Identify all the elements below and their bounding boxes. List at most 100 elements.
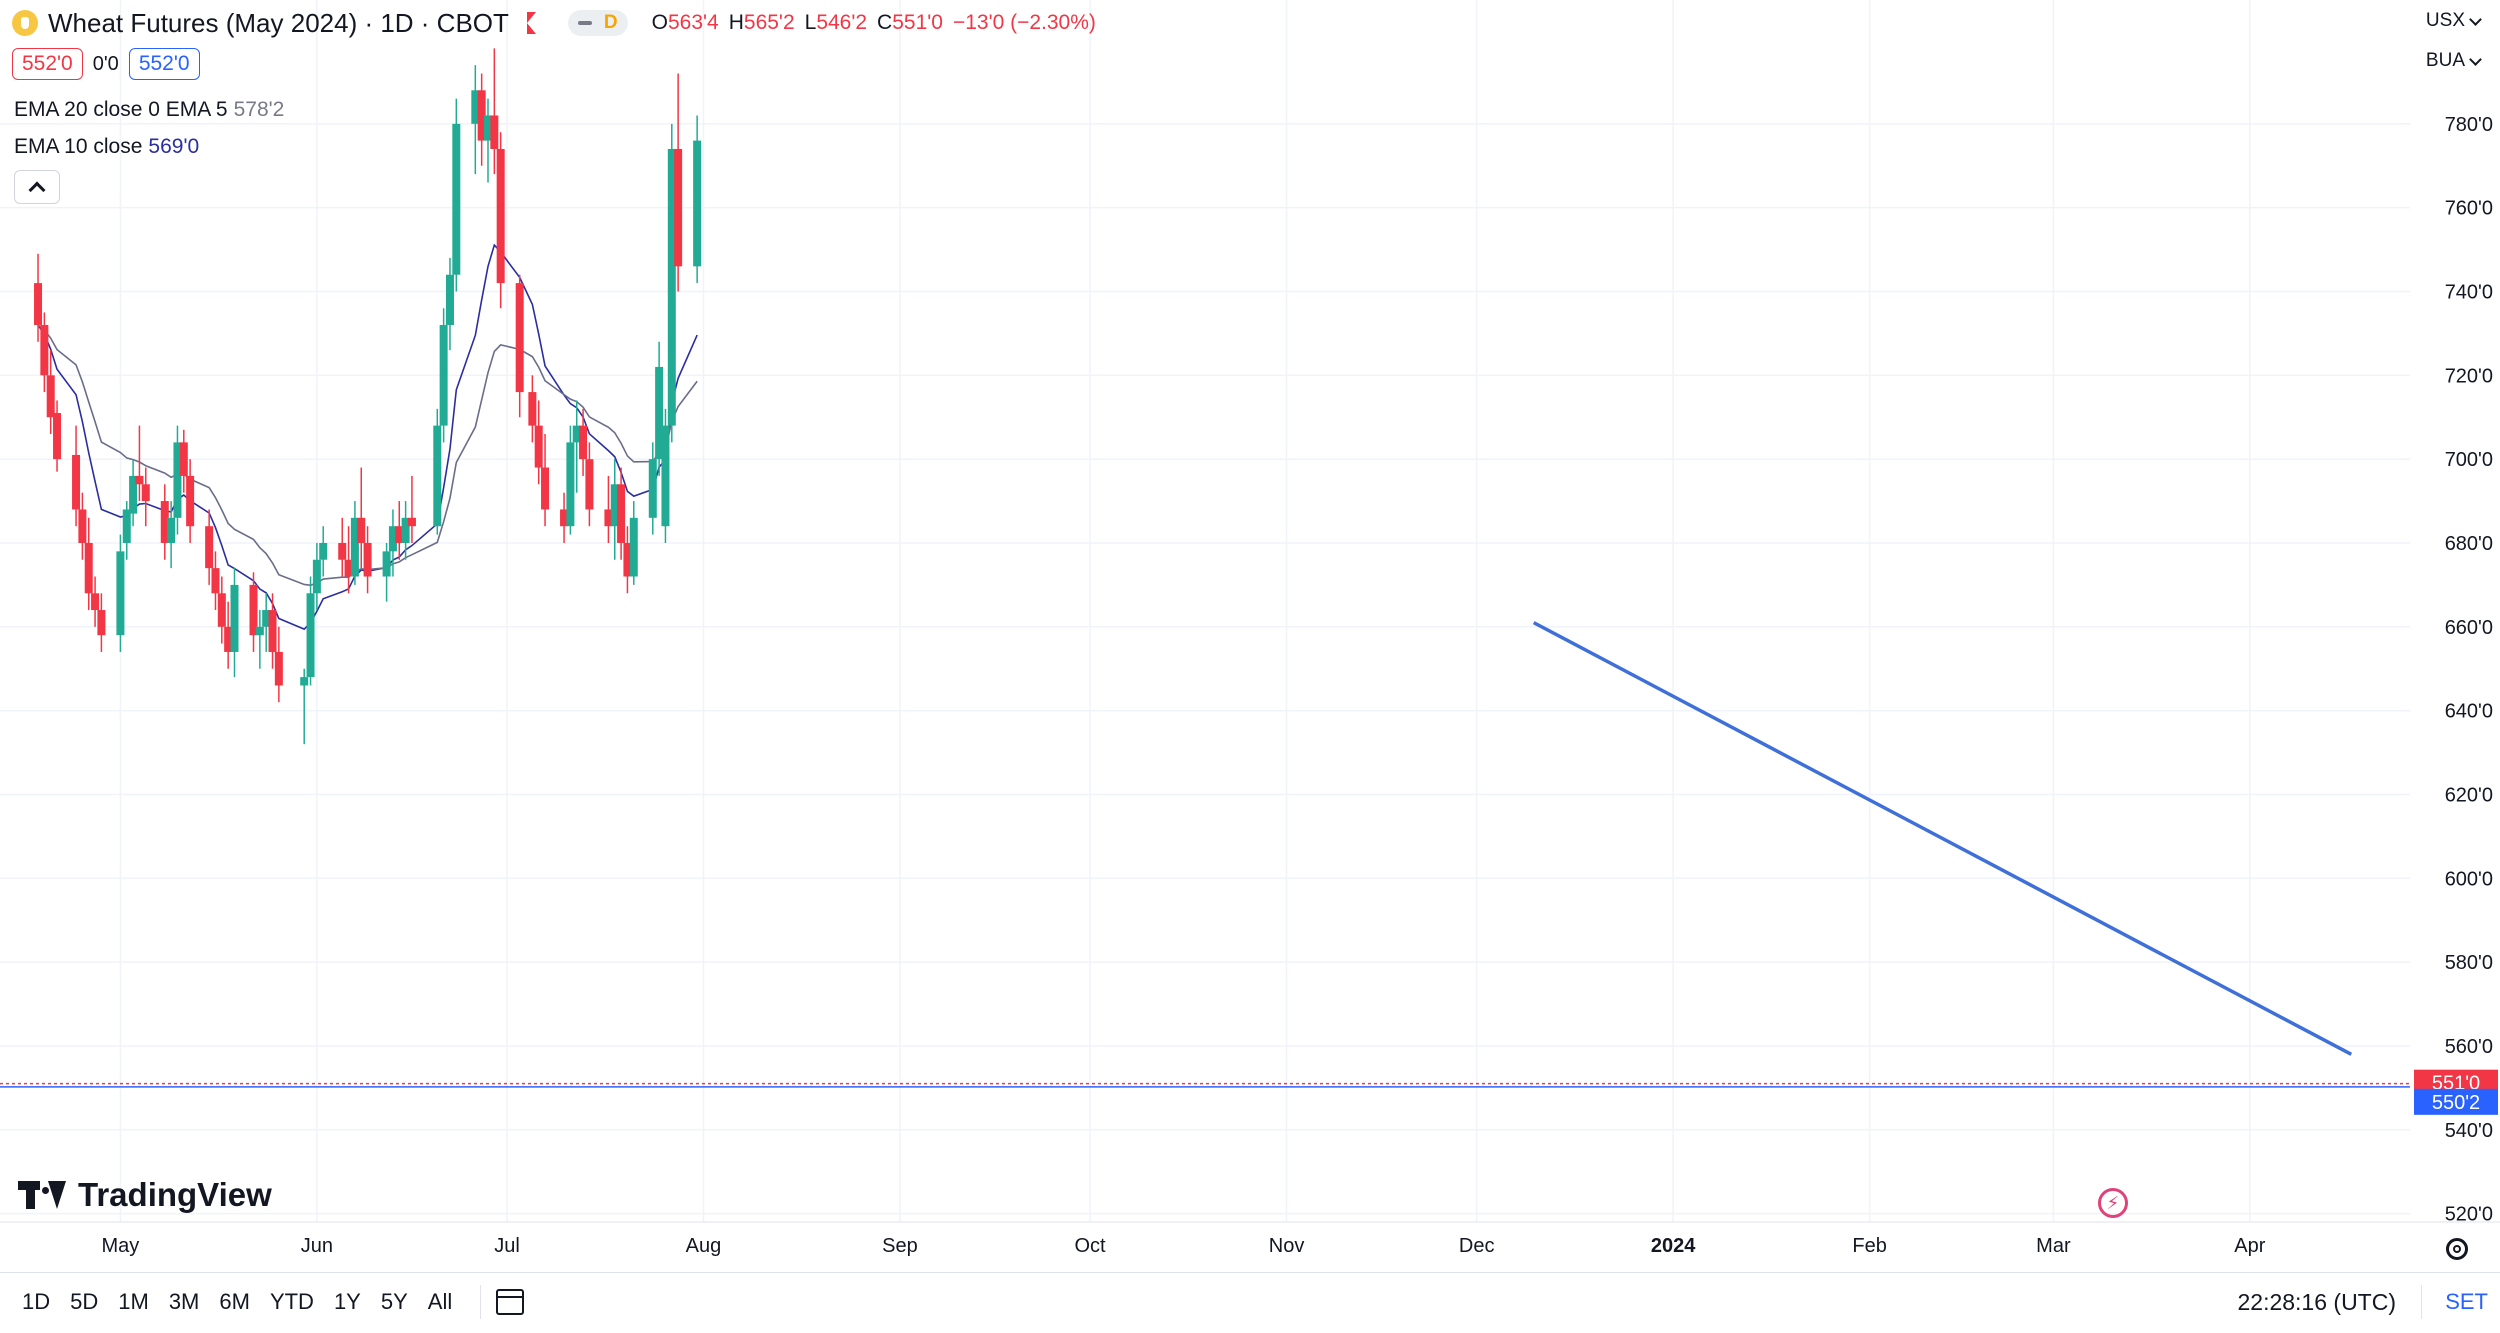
y-tick-label: 720'0: [2445, 365, 2493, 387]
candles: [34, 48, 702, 745]
candle-body: [217, 593, 226, 627]
set-button[interactable]: SET: [2445, 1289, 2488, 1314]
candle-body: [262, 610, 271, 627]
divider: [480, 1285, 481, 1319]
y-tick-label: 560'0: [2445, 1036, 2493, 1058]
x-tick-label: Apr: [2234, 1235, 2265, 1257]
range-1m[interactable]: 1M: [118, 1289, 149, 1314]
interval-pill[interactable]: D: [567, 10, 628, 36]
candle-body: [97, 610, 106, 636]
high-label: H: [728, 11, 744, 34]
currency-select[interactable]: USX: [2425, 10, 2482, 32]
change-value: −13'0 (−2.30%): [952, 11, 1096, 34]
candle-body: [579, 425, 588, 460]
range-5y[interactable]: 5Y: [380, 1289, 408, 1314]
candle-body: [186, 475, 195, 527]
chevron-down-icon: [2469, 12, 2482, 26]
range-ytd[interactable]: YTD: [269, 1289, 314, 1314]
x-tick-label: May: [102, 1235, 140, 1257]
tradingview-logo-icon: [18, 1181, 68, 1209]
price-level-badge: [2414, 1088, 2498, 1115]
close-value: 551'0: [892, 11, 943, 34]
grid: [0, 0, 2410, 1222]
flag-icon[interactable]: [526, 12, 536, 34]
symbol-title[interactable]: Wheat Futures (May 2024) · 1D · CBOT: [48, 7, 509, 38]
range-3m[interactable]: 3M: [168, 1289, 200, 1314]
candle-body: [167, 517, 176, 543]
calendar-icon[interactable]: [496, 1289, 524, 1315]
candle-body: [490, 115, 499, 149]
candle-body: [610, 484, 619, 527]
candle-body: [84, 542, 93, 594]
price-level-label: 550'2: [2432, 1092, 2480, 1114]
candle-body: [205, 526, 214, 569]
candle-body: [129, 475, 138, 514]
candle-body: [122, 509, 131, 543]
y-tick-label: 520'0: [2445, 1204, 2493, 1226]
candle-body: [40, 325, 49, 376]
y-tick-label: 700'0: [2445, 449, 2493, 471]
lightning-icon[interactable]: ⚡: [2098, 1188, 2128, 1218]
sell-button[interactable]: 552'0: [12, 48, 83, 80]
trendlines: [1532, 621, 2353, 1056]
candle-body: [496, 148, 505, 284]
candle-body: [484, 115, 492, 141]
candle-body: [312, 559, 321, 594]
candle-body: [255, 626, 264, 636]
candle-body: [173, 442, 182, 518]
low-label: L: [804, 11, 817, 34]
gear-icon[interactable]: [2446, 1238, 2468, 1260]
x-tick-label: Jun: [301, 1235, 333, 1257]
trendline: [1532, 621, 2353, 1056]
open-label: O: [651, 11, 668, 34]
candle-body: [116, 551, 125, 636]
candle-body: [72, 454, 81, 510]
y-tick-label: 740'0: [2445, 281, 2493, 303]
candle-body: [91, 593, 100, 611]
candle-body: [230, 584, 239, 652]
divider: [2421, 1285, 2422, 1319]
range-5d[interactable]: 5D: [70, 1289, 99, 1314]
indicator-value: 578'2: [233, 98, 285, 121]
candle-body: [674, 148, 683, 267]
candle-body: [534, 425, 543, 468]
candle-body: [433, 425, 442, 527]
candle-body: [693, 140, 702, 267]
tradingview-logo[interactable]: TradingView: [18, 1176, 272, 1214]
spread-value: 0'0: [92, 52, 119, 75]
close-label: C: [877, 11, 893, 34]
x-tick-label: Nov: [1269, 1235, 1305, 1257]
indicator-ema10[interactable]: EMA 10 close 569'0: [14, 135, 199, 159]
range-6m[interactable]: 6M: [219, 1289, 250, 1314]
ohlc-readout: O563'4 H565'2 L546'2 C551'0 −13'0 (−2.30…: [652, 11, 1096, 35]
indicator-ema20[interactable]: EMA 20 close 0 EMA 5 578'2: [14, 98, 284, 122]
chevron-up-icon: [28, 181, 46, 199]
y-tick-label: 540'0: [2445, 1120, 2493, 1142]
buy-button[interactable]: 552'0: [128, 48, 200, 80]
x-tick-label: Feb: [1852, 1235, 1886, 1257]
trade-buttons: 552'0 0'0 552'0: [12, 48, 200, 80]
range-1y[interactable]: 1Y: [333, 1289, 361, 1314]
range-all[interactable]: All: [427, 1289, 453, 1314]
unit-select[interactable]: BUA: [2426, 50, 2482, 72]
x-tick-label: Oct: [1075, 1235, 1107, 1257]
y-tick-label: 640'0: [2445, 701, 2493, 723]
collapse-legend-button[interactable]: [14, 170, 60, 204]
x-tick-label: Jul: [494, 1235, 520, 1257]
range-1d[interactable]: 1D: [22, 1289, 51, 1314]
candle-body: [344, 559, 353, 577]
y-tick-label: 660'0: [2445, 617, 2493, 639]
candle-body: [388, 526, 397, 552]
currency-label: USX: [2425, 10, 2465, 31]
candle-body: [528, 392, 537, 426]
interval-badge: D: [603, 12, 618, 33]
candle-body: [661, 425, 670, 527]
candle-body: [541, 467, 550, 510]
candle-body: [566, 442, 575, 527]
clock[interactable]: 22:28:16 (UTC): [2237, 1289, 2396, 1315]
candle-body: [382, 551, 391, 577]
candle-body: [141, 484, 150, 502]
x-tick-label: Dec: [1459, 1235, 1495, 1257]
